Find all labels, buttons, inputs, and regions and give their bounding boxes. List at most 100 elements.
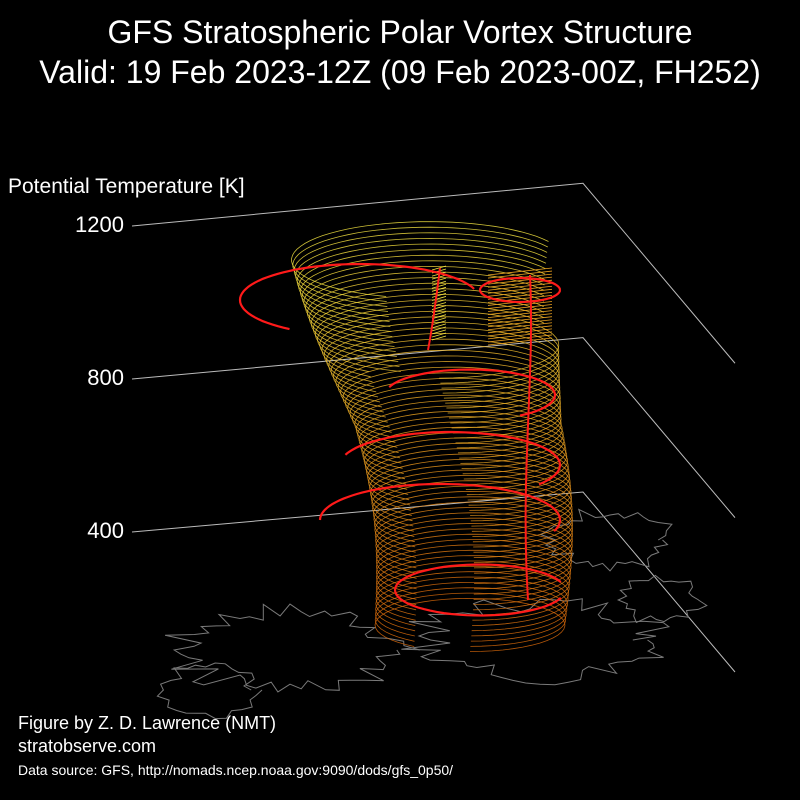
surface-contour-65 (296, 243, 547, 317)
surface-column-contour-10 (487, 307, 553, 315)
surface-tongue-contour-14 (431, 293, 447, 298)
surface-contour-4 (375, 576, 568, 632)
surface-column-contour-2 (487, 331, 553, 340)
site-link[interactable]: stratobserve.com (18, 736, 157, 756)
surface-tongue-contour-13 (431, 296, 447, 301)
surface-contour-59 (306, 277, 545, 347)
surface-tongue-contour-0 (431, 335, 447, 341)
surface-contour-51 (323, 322, 560, 389)
surface-tongue-contour-16 (431, 286, 447, 292)
surface-contour-1 (374, 592, 567, 647)
vortex-edge-contours (238, 262, 562, 617)
vortex-surface (291, 221, 574, 652)
surface-tongue-contour-15 (431, 289, 447, 295)
surface-contour-49 (328, 333, 560, 399)
edge-contour-2 (344, 430, 562, 486)
surface-column-contour-4 (487, 325, 553, 334)
surface-column-contour-18 (487, 282, 553, 291)
surface-contour-64 (298, 249, 546, 322)
surface-contour-11 (375, 539, 572, 595)
coastline-eurasia (164, 603, 420, 693)
surface-contour-42 (344, 372, 561, 434)
edge-contour-5 (478, 276, 562, 304)
surface-column-contour-19 (487, 279, 553, 288)
surface-column-contour-20 (487, 276, 553, 285)
surface-contour-3 (375, 582, 568, 637)
surface-contour-35 (358, 410, 565, 469)
surface-contour-6 (375, 565, 570, 621)
coastline-north-america (156, 662, 263, 720)
surface-contour-69 (291, 221, 549, 297)
surface-contour-67 (293, 232, 548, 307)
surface-column-contour-16 (487, 288, 553, 297)
z-grid-line-1200 (131, 182, 736, 364)
surface-column-contour-8 (487, 313, 553, 322)
surface-column-contour-6 (487, 319, 553, 328)
surface-contour-9 (375, 549, 571, 605)
surface-contour-61 (303, 265, 545, 337)
edge-contour-4 (238, 262, 475, 331)
coastline-arctic-basin (401, 598, 671, 686)
surface-contour-41 (347, 377, 562, 439)
surface-contour-54 (317, 305, 545, 372)
surface-contour-0 (374, 597, 566, 652)
surface-column-contour-1 (487, 334, 553, 343)
edge-contour-0 (393, 563, 562, 617)
axis-frame (131, 182, 736, 673)
surface-contour-36 (357, 405, 564, 464)
surface-tongue-contour-17 (431, 283, 447, 289)
surface-contour-68 (292, 226, 548, 302)
surface-contour-53 (319, 310, 560, 379)
surface-contour-12 (375, 533, 572, 590)
surface-contour-66 (295, 237, 547, 312)
chart-subtitle: Valid: 19 Feb 2023-12Z (09 Feb 2023-00Z,… (39, 54, 761, 90)
z-tick-label-800: 800 (87, 365, 124, 390)
surface-tongue-contour-7 (431, 314, 447, 320)
surface-column-contour-0 (487, 337, 553, 346)
surface-tongue-contour-6 (431, 317, 447, 323)
surface-contour-30 (364, 437, 569, 496)
surface-column-contour-12 (487, 301, 553, 309)
z-grid-line-800 (131, 337, 736, 518)
edge-contour-3 (388, 368, 557, 417)
surface-contour-8 (375, 555, 571, 611)
surface-column-contour-15 (487, 291, 553, 300)
surface-contour-45 (337, 355, 561, 419)
figure-credit: Figure by Z. D. Lawrence (NMT) (18, 713, 277, 733)
z-axis-label: Potential Temperature [K] (8, 175, 245, 198)
surface-contour-43 (342, 366, 561, 429)
surface-contour-62 (301, 260, 545, 332)
edge-contour-1 (318, 482, 562, 532)
surface-column-contour-5 (487, 322, 553, 331)
surface-tongue-contour-2 (431, 329, 447, 335)
z-grid-line-400 (131, 491, 736, 673)
surface-contour-39 (351, 389, 562, 449)
surface-tongue-contour-5 (431, 320, 447, 326)
surface-contour-32 (362, 426, 568, 485)
surface-contour-5 (375, 571, 569, 626)
surface-tongue-contour-12 (431, 299, 447, 304)
chart-title: GFS Stratospheric Polar Vortex Structure (107, 14, 693, 50)
surface-tongue-contour-4 (431, 323, 447, 329)
surface-contour-46 (335, 349, 561, 414)
surface-contour-10 (375, 544, 572, 600)
surface-contour-63 (300, 254, 546, 327)
surface-contour-13 (375, 528, 573, 584)
surface-column-contour-9 (487, 310, 553, 319)
surface-contour-55 (315, 299, 544, 367)
coastline-scandinavia (616, 574, 708, 624)
surface-column-contour-17 (487, 285, 553, 294)
surface-column-contour-3 (487, 328, 553, 337)
surface-contour-31 (363, 432, 568, 490)
surface-contour-14 (375, 523, 573, 579)
edge-vertical-tongue (427, 267, 441, 351)
surface-contour-48 (330, 338, 560, 404)
edge-vertical-right (524, 274, 533, 601)
data-source: Data source: GFS, http://nomads.ncep.noa… (18, 762, 454, 778)
surface-contour-29 (365, 442, 570, 501)
surface-tongue-contour-3 (431, 326, 447, 332)
surface-contour-33 (361, 421, 567, 480)
surface-contour-60 (305, 271, 545, 342)
surface-contour-47 (332, 344, 560, 409)
